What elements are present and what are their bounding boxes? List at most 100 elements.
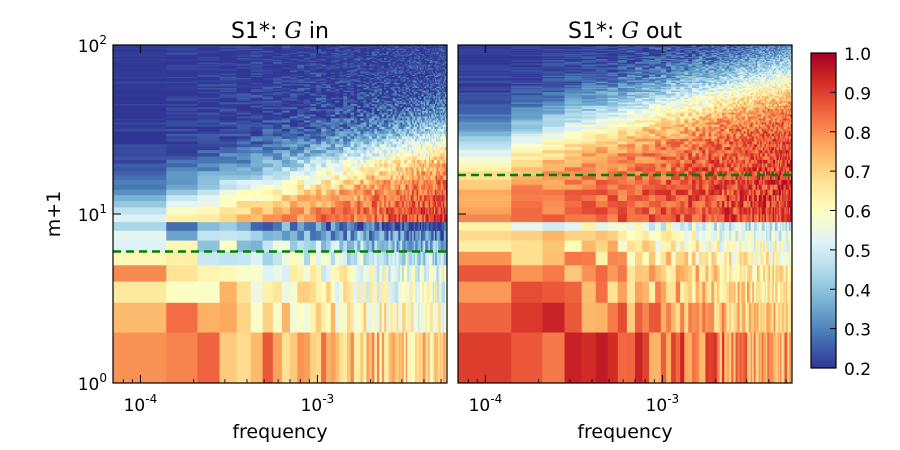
heatmap-cell (435, 100, 437, 103)
heatmap-cell (442, 95, 445, 98)
heatmap-cell (431, 207, 434, 215)
heatmap-cell (330, 175, 336, 180)
heatmap-cell (343, 149, 348, 154)
heatmap-cell (427, 166, 430, 172)
heatmap-cell (386, 122, 389, 125)
heatmap-cell (272, 240, 283, 252)
heatmap-cell (315, 77, 322, 80)
heatmap-cell (436, 114, 438, 117)
heatmap-cell (413, 230, 416, 241)
heatmap-cell (374, 105, 378, 108)
heatmap-cell (321, 78, 327, 81)
heatmap-cell (442, 189, 445, 196)
heatmap-cell (431, 117, 434, 121)
heatmap-cell (374, 84, 378, 87)
heatmap-cell (360, 93, 364, 95)
heatmap-cell (419, 90, 422, 92)
heatmap-cell (113, 200, 167, 208)
heatmap-cell (390, 87, 393, 90)
heatmap-cell (321, 116, 327, 119)
heatmap-cell (437, 221, 439, 231)
heatmap-cell (369, 138, 373, 142)
heatmap-cell (369, 163, 373, 168)
heatmap-cell (394, 141, 397, 145)
heatmap-cell (384, 146, 387, 151)
heatmap-cell (412, 135, 415, 139)
heatmap-cell (297, 230, 305, 241)
heatmap-cell (335, 88, 340, 91)
heatmap-cell (360, 100, 364, 103)
heatmap-cell (400, 124, 403, 127)
heatmap-cell (402, 124, 405, 127)
heatmap-cell (396, 105, 399, 108)
heatmap-cell (219, 159, 238, 164)
heatmap-cell (418, 75, 420, 78)
heatmap-cell (357, 93, 361, 95)
heatmap-cell (419, 88, 422, 91)
heatmap-cell (438, 189, 440, 196)
heatmap-cell (379, 130, 383, 134)
heatmap-cell (440, 281, 443, 303)
heatmap-cell (371, 117, 375, 121)
heatmap-cell (360, 77, 364, 80)
heatmap-cell (421, 214, 423, 223)
heatmap-cell (335, 128, 340, 132)
heatmap-cell (432, 77, 435, 80)
heatmap-cell (425, 88, 427, 91)
heatmap-cell (376, 86, 380, 88)
heatmap-cell (303, 149, 311, 154)
heatmap-cell (394, 230, 397, 241)
heatmap-cell (321, 93, 327, 95)
heatmap-cell (438, 126, 440, 130)
heatmap-cell (433, 138, 436, 142)
heatmap-cell (441, 126, 444, 130)
heatmap-cell (330, 87, 336, 90)
heatmap-cell (438, 87, 440, 90)
heatmap-cell (197, 122, 220, 125)
heatmap-cell (410, 117, 413, 121)
heatmap-cell (430, 170, 432, 176)
heatmap-cell (371, 130, 375, 134)
heatmap-cell (272, 88, 283, 91)
heatmap-cell (415, 189, 418, 196)
heatmap-cell (281, 116, 291, 119)
heatmap-cell (442, 119, 445, 123)
heatmap-cell (250, 332, 263, 384)
heatmap-cell (431, 149, 434, 154)
heatmap-cell (390, 251, 393, 266)
heatmap-cell (412, 94, 415, 97)
heatmap-cell (376, 82, 380, 85)
heatmap-cell (289, 114, 298, 117)
heatmap-cell (432, 86, 435, 88)
heatmap-cell (315, 101, 322, 104)
heatmap-cell (386, 112, 389, 115)
heatmap-cell (402, 119, 405, 123)
heatmap-cell (422, 83, 425, 86)
heatmap-cell (422, 302, 425, 333)
heatmap-cell (363, 86, 367, 88)
heatmap-cell (315, 90, 322, 92)
heatmap-cell (402, 128, 405, 132)
heatmap-cell (289, 175, 298, 180)
heatmap-cell (392, 88, 395, 91)
heatmap-cell (422, 105, 425, 108)
heatmap-cell (321, 126, 327, 130)
heatmap-cell (250, 82, 263, 85)
heatmap-cell (403, 264, 406, 282)
heatmap-cell (431, 230, 434, 241)
heatmap-cell (386, 146, 389, 151)
heatmap-cell (408, 101, 411, 104)
heatmap-cell (357, 281, 361, 303)
heatmap-cell (272, 78, 283, 81)
heatmap-cell (415, 141, 418, 145)
heatmap-cell (432, 138, 435, 142)
heatmap-cell (310, 200, 317, 208)
heatmap-cell (398, 128, 401, 132)
heatmap-cell (436, 128, 438, 132)
heatmap-cell (303, 133, 311, 137)
heatmap-cell (353, 95, 358, 98)
heatmap-cell (363, 100, 367, 103)
heatmap-cell (347, 95, 351, 98)
heatmap-cell (219, 84, 238, 87)
heatmap-cell (415, 77, 418, 80)
